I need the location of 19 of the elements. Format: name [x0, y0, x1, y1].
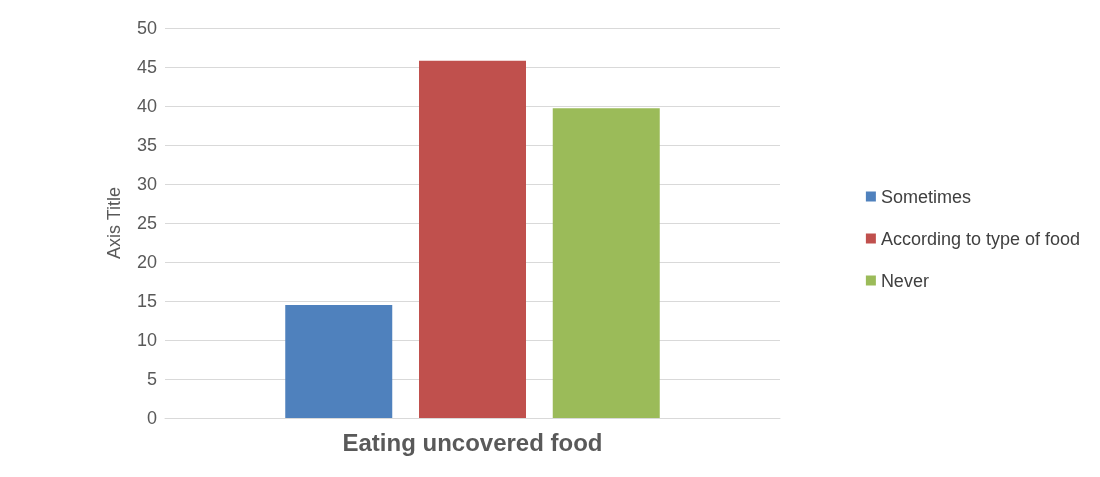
y-tick-label: 30: [136, 174, 157, 194]
legend-label: Sometimes: [880, 186, 971, 207]
y-axis-title: Axis Title: [104, 186, 124, 260]
y-tick-label: 50: [136, 18, 157, 38]
legend-label: Never: [880, 270, 929, 291]
y-tick-label: 10: [136, 330, 157, 350]
y-tick-label: 5: [146, 369, 157, 389]
y-tick-label: 40: [136, 96, 157, 116]
y-tick-label: 35: [136, 135, 157, 155]
y-tick-label: 0: [146, 408, 157, 428]
legend-label: According to type of food: [880, 228, 1080, 249]
y-tick-label: 25: [136, 213, 157, 233]
x-tick-label: Eating uncovered food: [342, 428, 603, 456]
y-tick-label: 20: [136, 252, 157, 272]
bar: [285, 304, 393, 418]
bar: [419, 60, 526, 418]
bar: [552, 108, 660, 418]
y-tick-label: 15: [136, 291, 157, 311]
y-tick-label: 45: [136, 57, 157, 77]
